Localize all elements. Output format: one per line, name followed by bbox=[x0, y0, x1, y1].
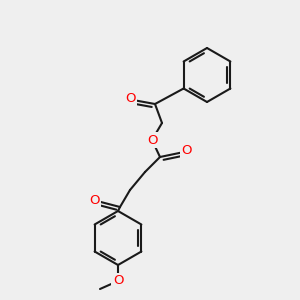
Text: O: O bbox=[125, 92, 135, 104]
Text: O: O bbox=[89, 194, 99, 206]
Text: O: O bbox=[147, 134, 157, 146]
Text: O: O bbox=[182, 143, 192, 157]
Text: O: O bbox=[113, 274, 123, 287]
